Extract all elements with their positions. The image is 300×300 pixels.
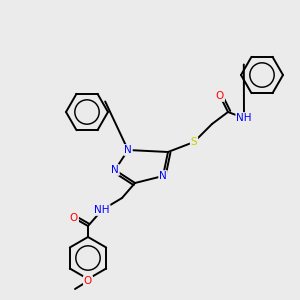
Text: NH: NH [236, 113, 252, 123]
Text: N: N [159, 171, 167, 181]
Text: NH: NH [94, 205, 110, 215]
Text: O: O [84, 276, 92, 286]
Text: N: N [124, 145, 132, 155]
Text: N: N [111, 165, 119, 175]
Text: S: S [191, 137, 197, 147]
Text: O: O [216, 91, 224, 101]
Text: O: O [70, 213, 78, 223]
